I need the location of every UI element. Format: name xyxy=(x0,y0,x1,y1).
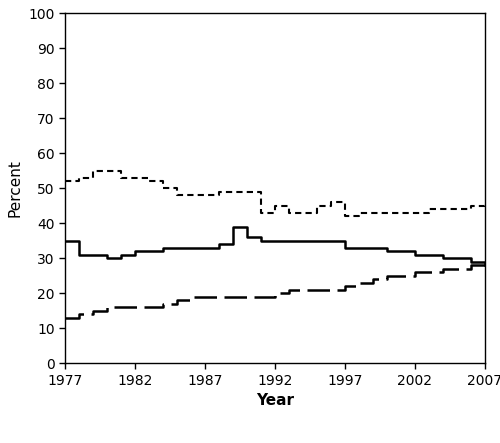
X-axis label: Year: Year xyxy=(256,393,294,408)
Y-axis label: Percent: Percent xyxy=(8,159,22,217)
